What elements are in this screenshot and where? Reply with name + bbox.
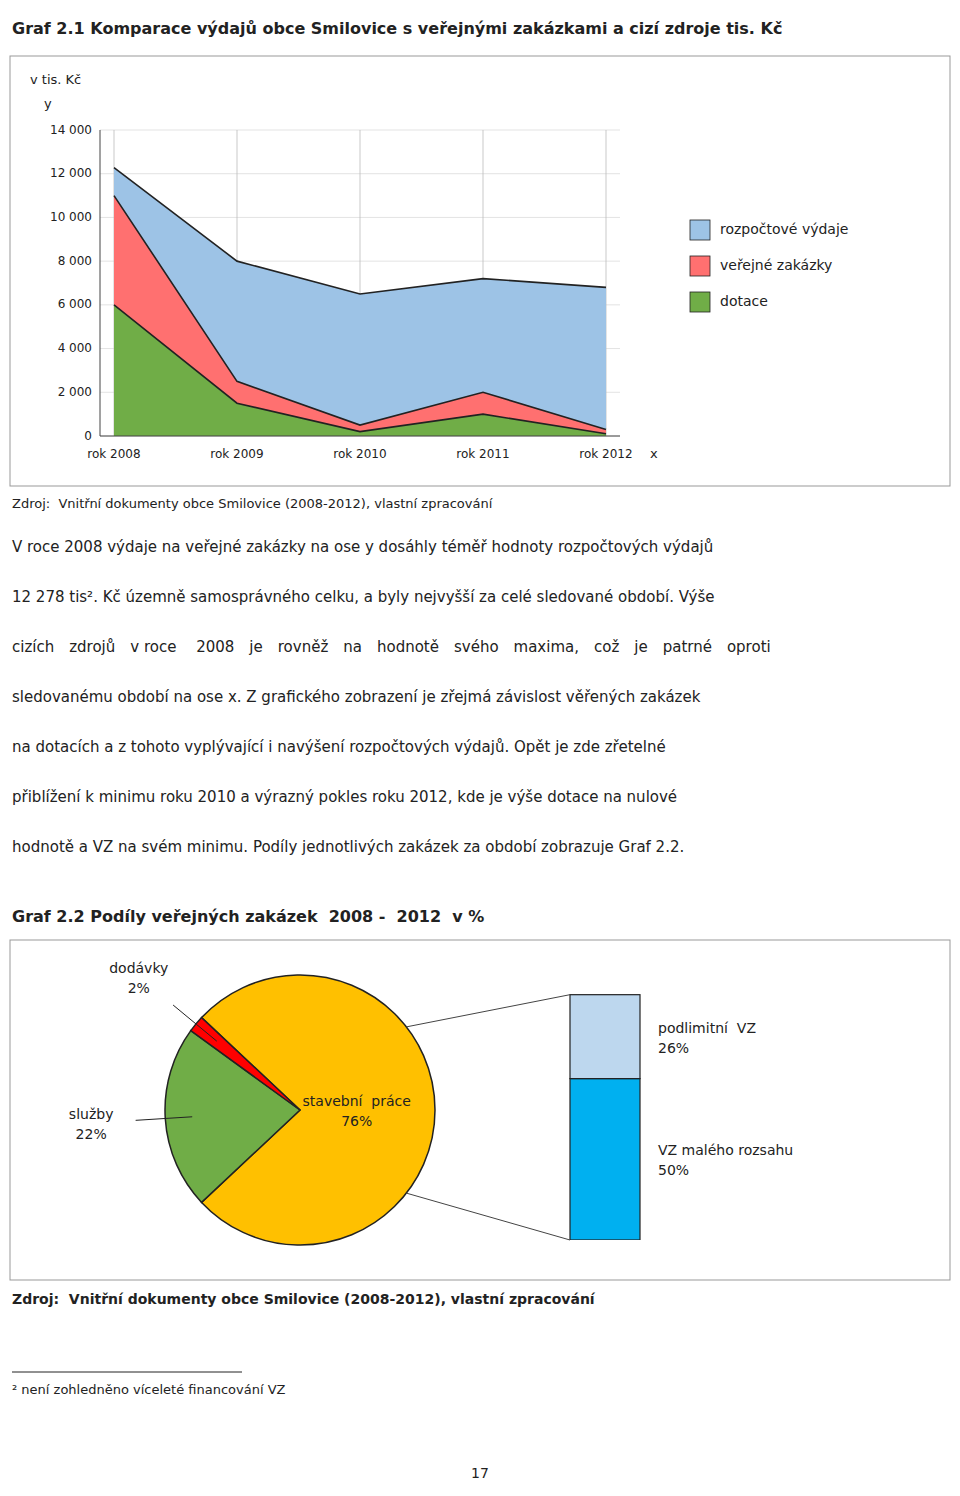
x-axis-line — [100, 436, 620, 437]
area — [114, 168, 606, 436]
data-label: 22% — [76, 1126, 107, 1142]
source: Zdroj: Vnitřní dokumenty obce Smilovice … — [12, 1291, 596, 1307]
page-number: 17 — [471, 1465, 489, 1481]
axis-name: y — [44, 96, 52, 111]
axis-label: v tis. Kč — [30, 72, 81, 87]
data-label: 2% — [128, 980, 150, 996]
pie — [165, 975, 435, 1245]
y-axis: 0 2 000 4 000 6 000 8 000 10 000 12 000 14 000 — [50, 123, 620, 443]
legend-swatch — [690, 292, 710, 312]
tick-label: 6 000 — [58, 297, 92, 311]
body-line: přiblížení k minimu roku 2010 a výrazný … — [12, 788, 677, 806]
tick-label: rok 2010 — [333, 447, 386, 461]
tick-label: 0 — [84, 429, 92, 443]
legend-label: veřejné zakázky — [720, 257, 832, 273]
data-label: 50% — [658, 1162, 689, 1178]
background — [0, 0, 960, 1496]
leader-line — [173, 1005, 217, 1041]
bar-segment — [570, 1079, 640, 1240]
footnote: ² není zohledněno víceleté financování V… — [12, 1382, 286, 1397]
legend-label: dotace — [720, 293, 768, 309]
page: Graf 2.1 Komparace výdajů obce Smilovice… — [0, 0, 960, 1496]
tick-label: 2 000 — [58, 385, 92, 399]
body-line: hodnotě a VZ na svém minimu. Podíly jedn… — [12, 838, 684, 856]
bar-label: podlimitní VZ — [658, 1020, 756, 1036]
connector-line — [406, 1193, 570, 1240]
footnote-rule — [12, 1372, 242, 1373]
chart-title: Graf 2.2 Podíly veřejných zakázek 2008 -… — [12, 907, 484, 926]
areas — [114, 168, 606, 436]
chart-frame — [10, 940, 950, 1280]
connector-line — [406, 995, 570, 1027]
pie-slice — [191, 1018, 300, 1110]
body-line: V roce 2008 výdaje na veřejné zakázky na… — [12, 538, 713, 556]
slice-label: stavební práce — [303, 1093, 411, 1109]
area-chart: Graf 2.1 Komparace výdajů obce Smilovice… — [10, 19, 950, 486]
bar-label: VZ malého rozsahu — [658, 1142, 793, 1158]
tick-label: rok 2009 — [210, 447, 263, 461]
pie-of-bar-chart: Graf 2.2 Podíly veřejných zakázek 2008 -… — [10, 907, 950, 1280]
tick-label: rok 2011 — [456, 447, 509, 461]
area — [114, 305, 606, 436]
data-label: 76% — [341, 1113, 372, 1129]
tick-label: 14 000 — [50, 123, 92, 137]
tick-label: rok 2012 — [579, 447, 632, 461]
body-text: V roce 2008 výdaje na veřejné zakázky na… — [12, 538, 771, 856]
area-outline — [114, 305, 606, 434]
slice-label: dodávky — [109, 960, 168, 976]
tick-label: 4 000 — [58, 341, 92, 355]
tick-label: rok 2008 — [87, 447, 140, 461]
legend-swatch — [690, 256, 710, 276]
bars — [570, 995, 640, 1240]
legend-label: rozpočtové výdaje — [720, 221, 848, 237]
tick-label: 10 000 — [50, 210, 92, 224]
y-axis-line — [100, 130, 101, 436]
bar-segment — [570, 995, 640, 1079]
axis-name: x — [650, 446, 658, 461]
tick-label: 12 000 — [50, 166, 92, 180]
legend: rozpočtové výdaje veřejné zakázky dotace — [690, 220, 848, 312]
area-outline — [114, 168, 606, 294]
body-line: na dotacích a z tohoto vyplývající i nav… — [12, 738, 666, 756]
body-line: 12 278 tis². Kč územně samosprávného cel… — [12, 588, 714, 606]
grid-line — [100, 436, 620, 437]
tick-label: 8 000 — [58, 254, 92, 268]
slice-label: služby — [69, 1106, 114, 1122]
area — [114, 196, 606, 436]
data-label: 26% — [658, 1040, 689, 1056]
chart-frame — [10, 56, 950, 486]
leader-line — [136, 1117, 193, 1121]
body-line: cizích zdrojů v roce 2008 je rovněž na h… — [12, 638, 771, 656]
legend-swatch — [690, 220, 710, 240]
body-line: sledovanému období na ose x. Z grafickéh… — [12, 688, 701, 706]
source: Zdroj: Vnitřní dokumenty obce Smilovice … — [12, 496, 493, 511]
chart-title: Graf 2.1 Komparace výdajů obce Smilovice… — [12, 19, 782, 38]
